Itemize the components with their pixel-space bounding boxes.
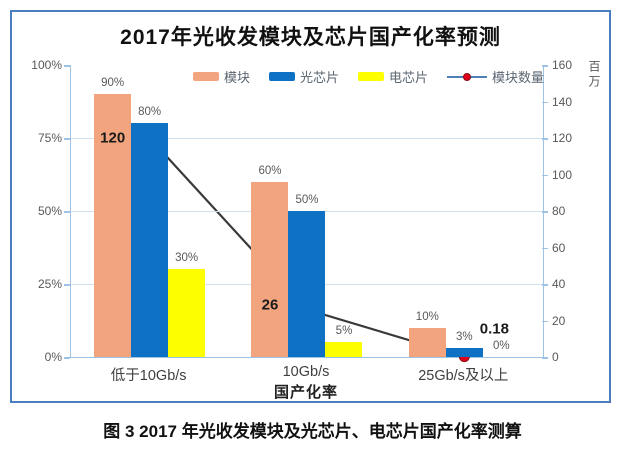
bar-optical-chip-cat0: 80% [131,106,169,357]
left-tickmark [64,65,70,67]
right-tickmark [542,320,548,322]
bar-label-optical-chip-cat0: 80% [138,106,162,119]
legend-label-module-count: 模块数量 [492,70,545,85]
bar-label-electrical-chip-cat0: 30% [175,252,199,265]
chart-title: 2017年光收发模块及芯片国产化率预测 [120,26,501,49]
right-tickmark [542,65,548,67]
legend-line-marker-icon [447,72,488,81]
right-axis-tick-0: 0 [552,350,559,364]
bar-module-cat0: 90% [94,77,132,357]
left-axis-tick-100%: 100% [31,58,62,72]
right-axis-tick-80: 80 [552,204,566,218]
bar-electrical-chip-cat1: 5% [325,325,363,357]
bar-module-cat2: 10% [408,311,446,357]
bar-label-electrical-chip-cat2: 0% [493,340,510,352]
right-axis-tick-140: 140 [552,94,573,109]
legend-item-optical-chip: 光芯片 [269,67,339,86]
right-tickmark [542,174,548,176]
legend-swatch-module [193,72,219,81]
line-value-label-cat2: 0.18 [479,320,509,338]
bar-optical-chip-cat2: 3% [445,331,483,357]
legend-item-module-count: 模块数量 [447,67,544,86]
left-tickmark [64,357,70,359]
legend-line-dot [463,73,472,81]
right-axis-tick-160: 160 [552,58,573,72]
right-axis-tick-40: 40 [552,277,566,291]
legend-swatch-optical-chip [269,72,296,81]
gridline-75 [71,138,543,139]
legend-item-module: 模块 [193,67,250,86]
bar-group-2: 10% 3% 0% [386,65,543,357]
bar-group-1: 60% 50% 5% [228,65,385,357]
right-tickmark [542,138,548,140]
line-value-label-cat1: 26 [261,296,279,314]
left-axis-tick-0%: 0% [44,350,62,364]
x-category-label-1: 10Gb/s [282,364,330,380]
right-axis-title: 百万 [587,60,601,90]
chart-figure: 2017年光收发模块及芯片国产化率预测 模块 光芯片 电芯片 模块数量 90% 80% 3… [10,10,611,403]
x-category-label-0: 低于10Gb/s [110,368,187,384]
legend-label-optical-chip: 光芯片 [300,70,340,85]
bar-label-module-cat1: 60% [258,164,282,177]
left-axis-tick-25%: 25% [37,277,62,291]
left-tickmark [64,211,70,213]
right-axis-tick-120: 120 [552,131,573,145]
left-axis-tick-75%: 75% [37,131,62,145]
legend-label-electrical-chip: 电芯片 [389,70,429,85]
right-axis-tick-20: 20 [552,313,566,328]
bar-label-optical-chip-cat2: 3% [456,331,473,344]
right-tickmark [542,101,548,103]
bar-module-cat1: 60% [251,165,289,357]
right-axis-tick-100: 100 [552,167,573,182]
legend-label-module: 模块 [224,70,251,85]
left-axis-tick-50%: 50% [37,204,62,218]
right-tickmark [542,247,548,249]
right-tickmark [542,211,548,213]
right-tickmark [542,284,548,286]
bar-label-module-cat2: 10% [415,310,439,323]
plot-area: 模块 光芯片 电芯片 模块数量 90% 80% 30% 60% 50% 5% 10% 3% 0% 120… [70,65,544,363]
legend-swatch-electrical-chip [358,72,385,81]
x-category-label-2: 25Gb/s及以上 [418,368,509,384]
chart-legend: 模块 光芯片 电芯片 模块数量 [193,67,544,86]
x-axis-title: 国产化率 [273,384,338,401]
left-tickmark [64,284,70,286]
right-tickmark [542,357,548,359]
left-tickmark [64,138,70,140]
bar-group-0: 90% 80% 30% [71,65,228,357]
bar-optical-chip-cat1: 50% [288,194,326,357]
legend-item-electrical-chip: 电芯片 [358,67,428,86]
bar-label-module-cat0: 90% [101,77,125,90]
right-axis-tick-60: 60 [552,240,566,255]
bar-label-optical-chip-cat1: 50% [295,194,319,206]
bar-electrical-chip-cat0: 30% [168,252,206,357]
line-value-label-cat0: 120 [100,129,126,147]
bar-label-electrical-chip-cat1: 5% [335,325,353,338]
figure-caption: 图 3 2017 年光收发模块及光芯片、电芯片国产化率测算 [103,422,522,441]
